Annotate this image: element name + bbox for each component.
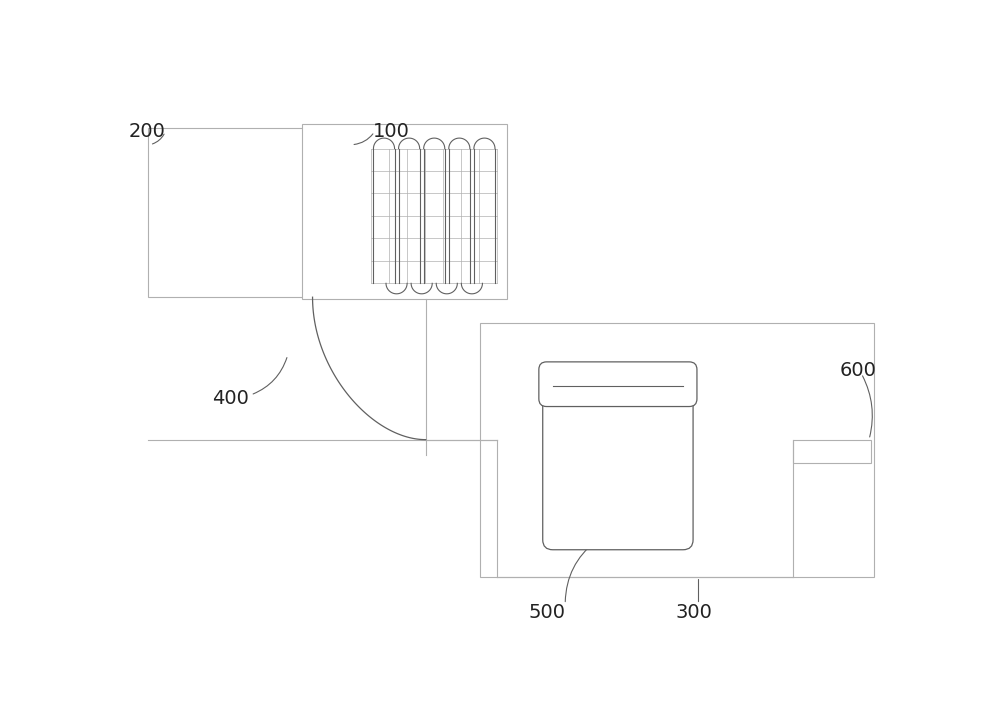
Text: 200: 200 — [129, 122, 166, 141]
Bar — [302, 124, 507, 299]
Text: 600: 600 — [840, 361, 876, 379]
Bar — [148, 127, 505, 297]
Text: 500: 500 — [528, 602, 565, 622]
Text: 100: 100 — [373, 122, 410, 141]
Text: 400: 400 — [212, 389, 249, 408]
Bar — [793, 439, 871, 463]
Bar — [480, 323, 874, 577]
FancyBboxPatch shape — [543, 376, 693, 550]
Text: 300: 300 — [675, 602, 712, 622]
FancyBboxPatch shape — [539, 362, 697, 407]
